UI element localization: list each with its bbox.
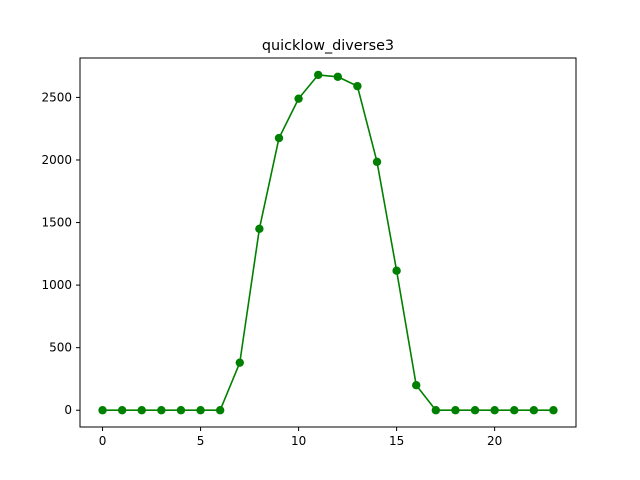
data-point [294,94,303,103]
data-point [529,406,539,415]
data-point [510,406,519,415]
data-point [98,406,107,415]
data-point [117,406,127,415]
x-tick-label: 20 [487,434,502,448]
data-point [157,406,166,415]
data-point [235,358,244,367]
data-point [549,406,558,415]
x-tick-label: 15 [389,434,404,448]
x-tick-label: 5 [197,434,205,448]
data-point [255,224,264,233]
x-axis: 0 5 10 15 20 [99,427,502,448]
data-point [412,381,421,390]
axes-frame [79,57,577,428]
y-tick-label: 0 [64,403,72,417]
data-point [392,266,401,275]
data-point [470,406,480,415]
data-point [353,81,362,91]
y-tick-label: 1500 [41,216,72,230]
y-tick-label: 1000 [41,278,72,292]
x-tick-label: 10 [291,434,306,448]
series-line [102,74,554,412]
y-tick-label: 2000 [41,153,72,167]
data-point [274,133,284,143]
data-point [196,406,205,415]
data-point [313,70,323,80]
data-point [333,72,343,81]
data-point [451,406,460,415]
data-point [215,406,225,415]
data-point [176,406,186,415]
y-axis: 0 500 1000 1500 2000 2500 [41,90,80,417]
plot-area [98,70,558,415]
chart-title: quicklow_diverse3 [262,38,394,54]
data-point [137,406,146,415]
data-point [490,406,499,415]
data-point [431,406,441,415]
y-tick-label: 500 [49,341,72,355]
x-tick-label: 0 [99,434,107,448]
y-tick-label: 2500 [41,90,72,104]
data-point [372,157,382,167]
